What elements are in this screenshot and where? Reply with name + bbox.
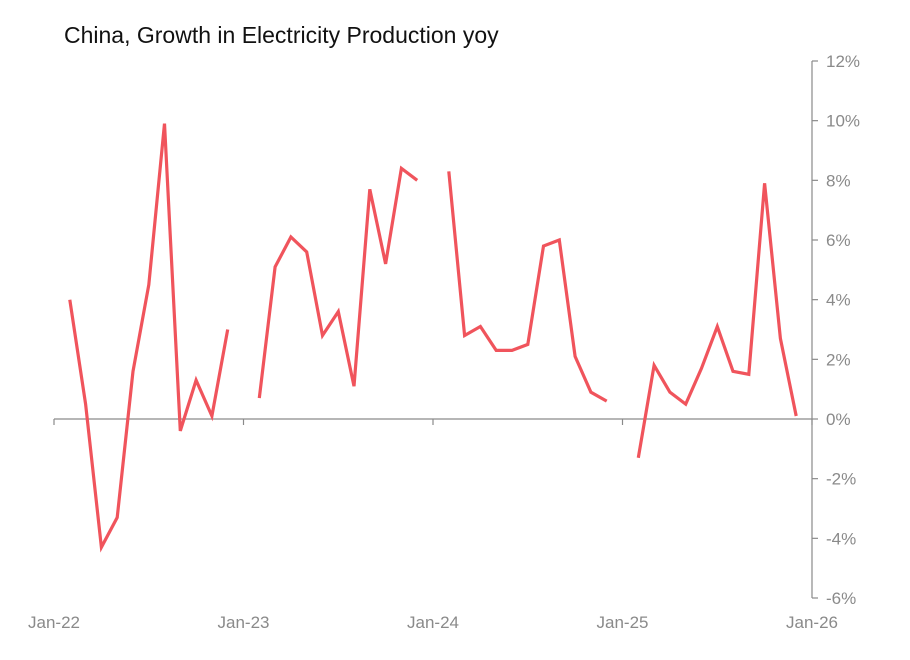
y-tick-label: -4% <box>826 529 856 548</box>
y-tick-label: 2% <box>826 350 851 369</box>
y-tick-label: 6% <box>826 231 851 250</box>
x-tick-label: Jan-26 <box>786 613 838 632</box>
series-line <box>68 123 230 553</box>
series-line <box>447 171 608 403</box>
y-tick-label: 12% <box>826 52 860 71</box>
x-tick-label: Jan-22 <box>28 613 80 632</box>
y-tick-label: 10% <box>826 112 860 131</box>
series-line <box>257 165 419 399</box>
series-line <box>636 183 798 459</box>
series-group <box>68 123 798 553</box>
chart-title: China, Growth in Electricity Production … <box>64 22 499 48</box>
x-tick-label: Jan-24 <box>407 613 459 632</box>
tick-labels: 12% 10% 8% 6% 4% 2% 0% -2% -4% -6% Jan-22 Jan-23 Jan… <box>28 52 860 632</box>
y-tick-label: 8% <box>826 171 851 190</box>
x-tick-label: Jan-25 <box>597 613 649 632</box>
y-tick-label: 4% <box>826 291 851 310</box>
x-tick-label: Jan-23 <box>218 613 270 632</box>
axes <box>53 60 818 599</box>
y-tick-label: -2% <box>826 470 856 489</box>
y-tick-label: -6% <box>826 589 856 608</box>
y-tick-label: 0% <box>826 410 851 429</box>
